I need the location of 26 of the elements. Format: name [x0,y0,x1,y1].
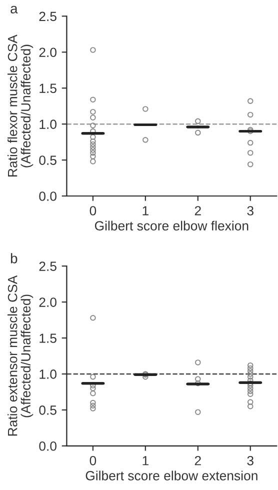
y-tick-label: 2.5 [39,262,56,271]
y-axis-title: Ratio flexor muscle CSA (Affected/Unaffected) [8,34,34,176]
y-axis-title: Ratio extensor muscle CSA (Affected/Unaffected) [8,275,34,436]
y-tick-label: 1.0 [40,370,56,379]
y-tick-label: 0.5 [39,406,56,415]
y-tick-label: 0.0 [39,441,56,451]
x-tick-label: 1 [142,456,148,466]
y-tick-label: 0.0 [39,192,56,201]
y-tick-label: 0.5 [39,156,56,165]
x-axis-title: Gilbert score elbow extension [86,470,258,480]
x-tick-label: 2 [194,206,201,216]
y-tick-label: 2.0 [39,48,56,58]
y-tick-label: 2.0 [39,298,56,307]
x-tick-label: 3 [247,206,254,216]
x-tick-label: 3 [247,456,254,466]
chart-title: b [10,253,18,264]
y-tick-label: 2.5 [39,12,56,22]
x-tick-label: 0 [90,456,96,466]
x-tick-label: 0 [90,206,96,216]
y-tick-label: 1.5 [40,334,56,343]
x-axis-title: Gilbert score elbow flexion [94,220,248,230]
chart-title: a [10,6,18,14]
x-tick-label: 1 [142,206,148,216]
y-tick-label: 1.0 [40,120,56,129]
x-tick-label: 2 [194,456,201,466]
y-tick-label: 1.5 [40,84,56,94]
